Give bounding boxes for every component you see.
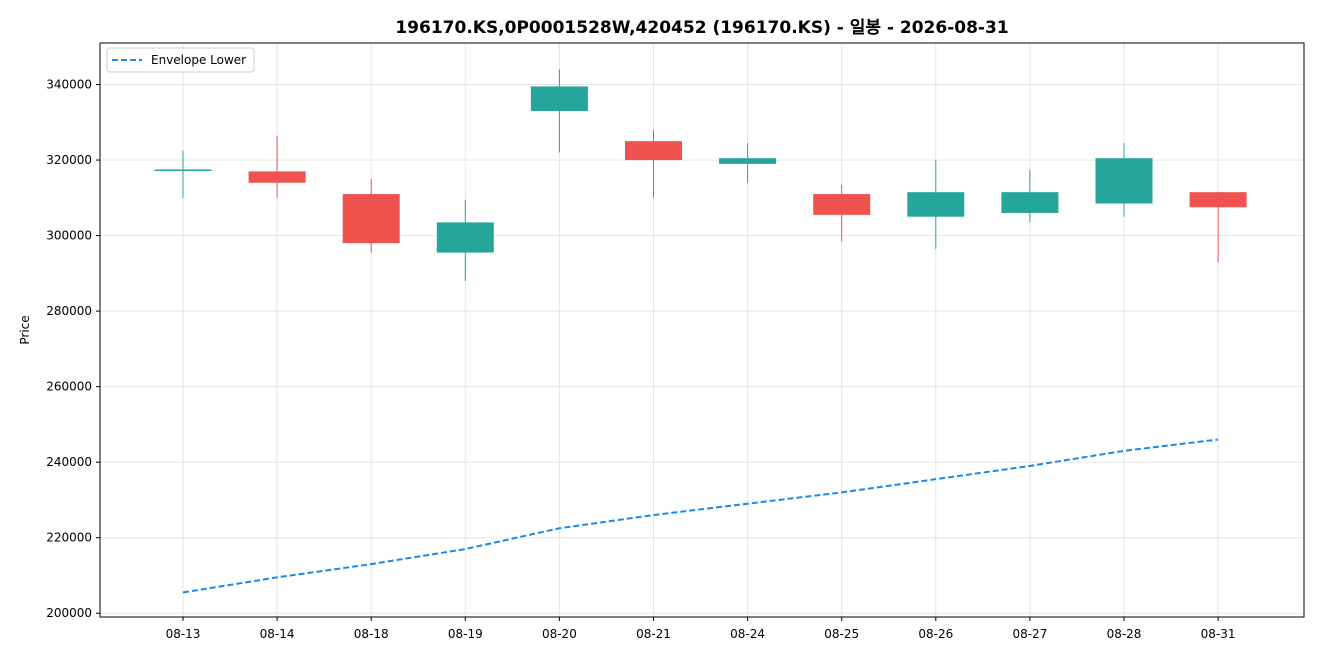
x-tick-label: 08-24 bbox=[730, 627, 765, 641]
x-axis-ticks: 08-13 08-14 08-18 08-19 08-20 08-21 08-24 08-25… bbox=[166, 617, 1236, 641]
candle-body bbox=[1095, 158, 1153, 204]
x-tick-label: 08-21 bbox=[636, 627, 671, 641]
candles bbox=[154, 69, 1247, 281]
y-tick-label: 300000 bbox=[46, 229, 92, 243]
candle-08-28 bbox=[1095, 143, 1153, 217]
candle-08-19 bbox=[436, 199, 494, 281]
x-tick-label: 08-14 bbox=[260, 627, 295, 641]
candle-body bbox=[248, 171, 306, 183]
candle-08-25 bbox=[813, 184, 871, 242]
legend: Envelope Lower bbox=[106, 47, 255, 73]
y-axis-label: Price bbox=[18, 315, 32, 344]
legend-label-envelope-lower: Envelope Lower bbox=[151, 53, 246, 67]
x-tick-label: 08-20 bbox=[542, 627, 577, 641]
y-axis-ticks: 200000 220000 240000 260000 280000 300000 3200… bbox=[46, 78, 100, 620]
candle-body bbox=[342, 194, 400, 244]
x-tick-label: 08-25 bbox=[824, 627, 859, 641]
candle-08-24 bbox=[719, 143, 777, 183]
x-tick-label: 08-13 bbox=[166, 627, 201, 641]
legend-frame bbox=[106, 47, 255, 73]
envelope-series bbox=[182, 438, 1219, 594]
candle-08-31 bbox=[1189, 192, 1247, 263]
candle-body bbox=[719, 158, 777, 164]
x-tick-label: 08-19 bbox=[448, 627, 483, 641]
candle-body bbox=[530, 86, 588, 111]
candle-08-18 bbox=[342, 178, 400, 253]
y-tick-label: 260000 bbox=[46, 380, 92, 394]
chart-title: 196170.KS,0P0001528W,420452 (196170.KS) … bbox=[395, 18, 1008, 38]
y-tick-label: 220000 bbox=[46, 531, 92, 545]
x-tick-label: 08-28 bbox=[1107, 627, 1142, 641]
candle-body bbox=[1189, 192, 1247, 208]
candle-08-14 bbox=[248, 135, 306, 198]
candle-body bbox=[436, 222, 494, 253]
candle-body bbox=[907, 192, 965, 217]
y-tick-label: 240000 bbox=[46, 455, 92, 469]
candle-08-21 bbox=[625, 129, 682, 198]
y-tick-label: 200000 bbox=[46, 606, 92, 620]
plot-frame bbox=[99, 42, 1305, 618]
candle-body bbox=[813, 194, 871, 215]
x-tick-label: 08-31 bbox=[1201, 627, 1236, 641]
candle-08-26 bbox=[907, 160, 965, 249]
x-tick-label: 08-27 bbox=[1012, 627, 1047, 641]
x-tick-label: 08-26 bbox=[918, 627, 953, 641]
y-tick-label: 320000 bbox=[46, 153, 92, 167]
x-tick-label: 08-18 bbox=[354, 627, 389, 641]
y-tick-label: 280000 bbox=[46, 304, 92, 318]
candle-body bbox=[1001, 192, 1059, 213]
candle-body bbox=[625, 141, 682, 161]
candle-body bbox=[154, 169, 212, 172]
envelope-lower-line bbox=[182, 438, 1219, 594]
candle-08-27 bbox=[1001, 169, 1059, 223]
candle-08-13 bbox=[154, 150, 212, 198]
y-tick-label: 340000 bbox=[46, 78, 92, 92]
candle-08-20 bbox=[530, 69, 588, 153]
grid-lines bbox=[100, 43, 1304, 617]
